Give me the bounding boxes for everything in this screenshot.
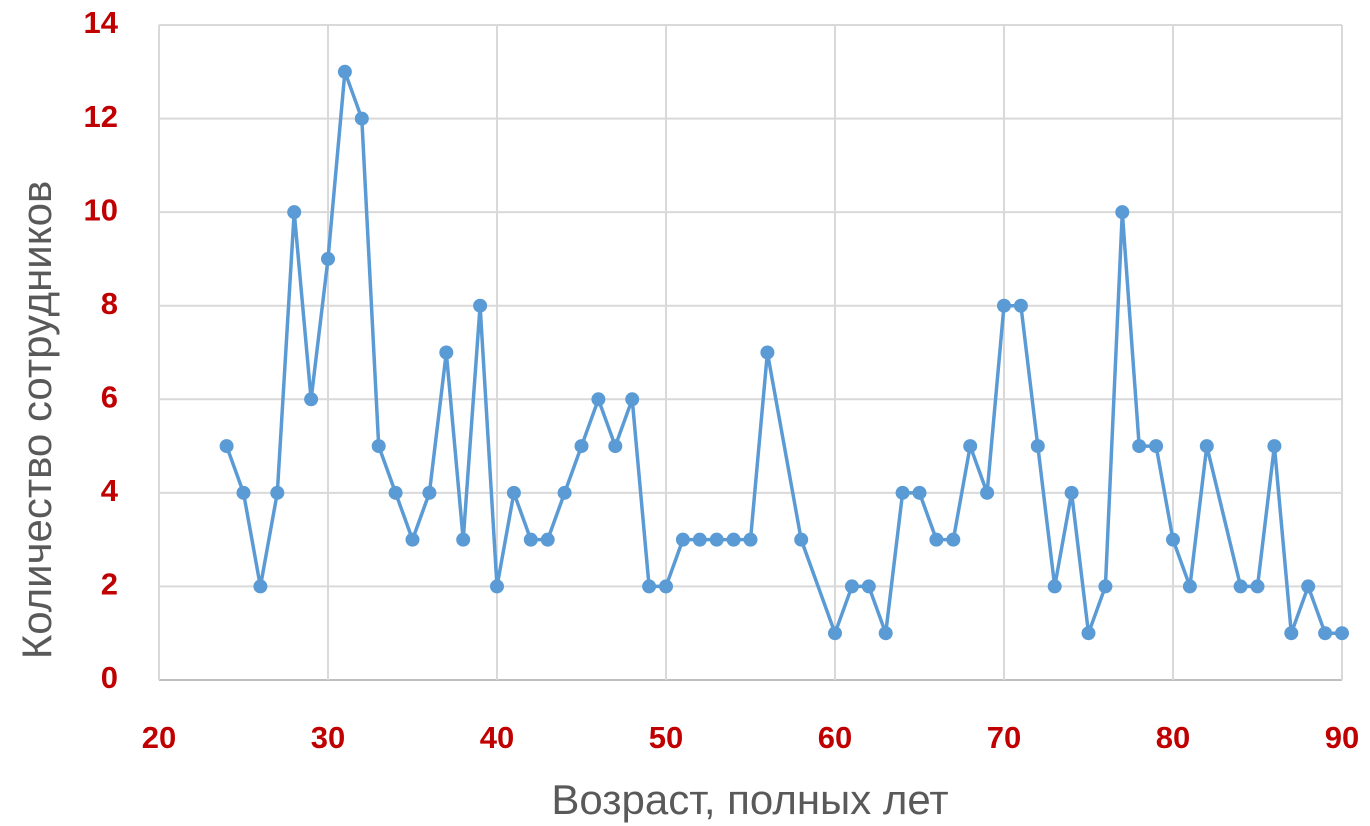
x-axis-label: Возраст, полных лет	[551, 776, 948, 823]
data-point	[304, 392, 319, 407]
data-point	[659, 579, 673, 594]
y-tick-label: 0	[101, 660, 118, 695]
data-point	[1318, 626, 1333, 641]
data-point	[557, 485, 572, 500]
data-point	[1166, 532, 1180, 547]
data-point	[997, 298, 1011, 313]
data-point	[1250, 579, 1265, 594]
data-point	[1132, 439, 1147, 454]
data-point	[574, 439, 589, 454]
x-tick-label: 60	[818, 720, 852, 755]
data-point	[405, 532, 420, 547]
data-point	[980, 485, 995, 500]
x-tick-label: 70	[987, 720, 1021, 755]
data-point	[1149, 439, 1164, 454]
data-point	[1199, 439, 1214, 454]
data-line	[224, 70, 1342, 635]
y-tick-label: 8	[101, 286, 118, 321]
data-point	[1047, 579, 1062, 594]
data-point	[456, 532, 471, 547]
data-point	[692, 532, 707, 547]
data-point	[439, 345, 454, 360]
y-tick-label: 4	[101, 473, 119, 508]
data-point	[1115, 205, 1130, 220]
y-tick-label: 6	[101, 379, 118, 414]
data-point	[591, 392, 606, 407]
x-tick-label: 80	[1156, 720, 1190, 755]
data-point	[760, 345, 775, 360]
data-point	[354, 111, 369, 126]
data-point	[929, 532, 944, 547]
data-point	[1301, 579, 1316, 594]
x-tick-label: 50	[649, 720, 683, 755]
data-point	[861, 579, 876, 594]
data-point	[844, 579, 859, 594]
data-point	[625, 392, 640, 407]
data-point	[388, 485, 403, 500]
data-point	[1098, 579, 1113, 594]
data-point	[946, 532, 961, 547]
data-point	[794, 532, 809, 547]
y-tick-label: 2	[101, 567, 118, 602]
data-point	[675, 532, 690, 547]
x-tick-label: 20	[142, 720, 176, 755]
data-point	[253, 579, 268, 594]
data-point	[422, 485, 437, 500]
data-point	[1267, 439, 1282, 454]
data-point	[1284, 626, 1299, 641]
data-point	[1064, 485, 1079, 500]
data-point	[608, 439, 623, 454]
y-tick-label: 10	[84, 192, 118, 227]
data-point	[540, 532, 555, 547]
data-point	[473, 298, 488, 313]
y-axis-label: Количество сотрудников	[13, 181, 60, 660]
data-point	[337, 64, 352, 79]
data-point	[506, 485, 521, 500]
data-point	[726, 532, 741, 547]
data-point	[490, 579, 504, 594]
data-point	[1081, 626, 1096, 641]
x-tick-label: 90	[1325, 720, 1359, 755]
data-point	[1013, 298, 1028, 313]
data-point	[371, 439, 386, 454]
data-point	[912, 485, 927, 500]
data-point	[878, 626, 893, 641]
data-point	[270, 485, 285, 500]
data-point	[642, 579, 657, 594]
data-point	[743, 532, 758, 547]
data-point	[1030, 439, 1045, 454]
y-tick-label: 14	[84, 5, 119, 40]
data-point	[828, 626, 842, 641]
data-point	[219, 439, 234, 454]
data-point	[523, 532, 538, 547]
data-point	[1182, 579, 1197, 594]
data-point	[1335, 626, 1349, 641]
data-point	[1233, 579, 1248, 594]
data-point	[963, 439, 978, 454]
x-tick-label: 40	[480, 720, 514, 755]
y-tick-label: 12	[84, 99, 118, 134]
data-point	[236, 485, 251, 500]
data-point	[321, 251, 335, 266]
data-point	[895, 485, 910, 500]
x-tick-label: 30	[311, 720, 345, 755]
data-point	[287, 205, 302, 220]
data-point	[709, 532, 724, 547]
